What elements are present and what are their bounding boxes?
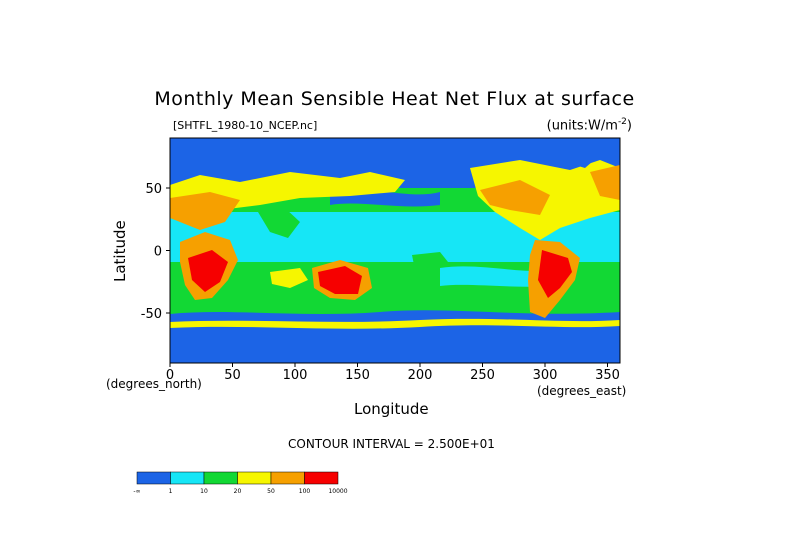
colorbar-tick-label: -∞ [133,488,140,495]
y-tick-label-50: 50 [145,182,162,197]
map-field [170,138,620,363]
x-tick-label-300: 300 [533,368,558,383]
x-tick-label-250: 250 [470,368,495,383]
units-label: (units:W/m-2) [547,117,632,133]
colorbar-box [237,471,272,485]
xaxis-unit-left: (degrees_north) [106,377,202,391]
colorbar-tick-label: 10 [200,488,208,495]
colorbar-tick-label: 100 [299,488,311,495]
xaxis-label: Longitude [354,400,429,418]
field-australia-hot [318,266,362,294]
field-pac-green [412,252,448,268]
xaxis-unit-right: (degrees_east) [537,384,627,398]
contour-interval-label: CONTOUR INTERVAL = 2.500E+01 [288,437,495,451]
y-tick-label-0: 0 [154,245,162,260]
field-greenland [560,142,600,168]
field-india [258,208,300,238]
x-tick-label-100: 100 [283,368,308,383]
colorbar-tick-label: 10000 [328,488,347,495]
x-tick-label-50: 50 [224,368,241,383]
field-io-yellow [270,268,308,288]
x-tick-label-0: 0 [166,368,174,383]
dataset-label: [SHTFL_1980-10_NCEP.nc] [173,119,318,132]
colorbar-tick-label: 20 [234,488,242,495]
x-tick-label-350: 350 [595,368,620,383]
units-text: (units:W/m [546,118,618,134]
field-sa-hot [538,250,572,298]
units-close: ) [626,118,632,134]
colorbar-tick-label: 50 [267,488,275,495]
field-south-green [170,296,620,314]
colorbar-boxes [136,471,339,485]
field-africa-hot [188,250,228,292]
axis-ticks: 0 50 100 150 200 250 300 350 50 0 -50 [141,182,620,383]
field-antarctic [170,335,620,363]
colorbar-box [304,471,339,485]
field-arabia [170,192,240,230]
colorbar-tick-label: 1 [169,488,173,495]
units-exponent: -2 [617,117,627,127]
colorbar-box [203,471,238,485]
field-na-east [590,165,620,200]
colorbar-box [136,471,171,485]
colorbar-box [270,471,305,485]
colorbar-box [170,471,205,485]
x-tick-label-200: 200 [408,368,433,383]
y-tick-label--50: -50 [141,307,162,322]
field-south-yellow [170,318,620,329]
colorbar-labels: -∞ 1 10 20 50 100 10000 [133,488,347,495]
x-tick-label-150: 150 [345,368,370,383]
field-na-orange [480,180,550,215]
chart-title: Monthly Mean Sensible Heat Net Flux at s… [154,88,635,110]
yaxis-label: Latitude [111,220,129,282]
